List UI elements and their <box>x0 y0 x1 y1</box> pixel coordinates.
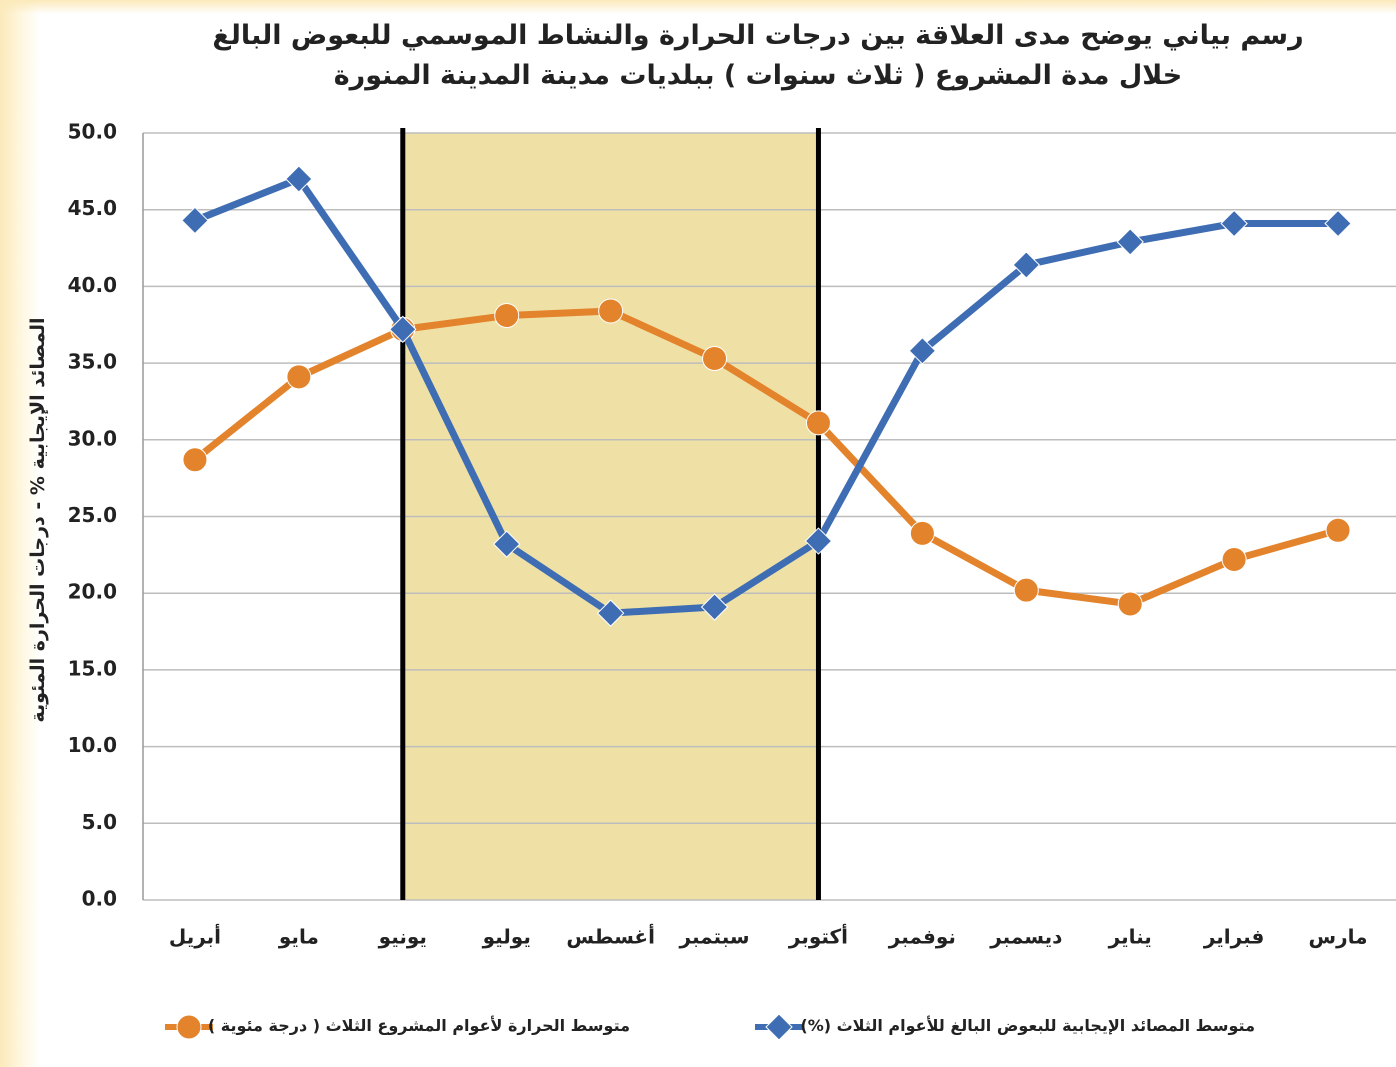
data-point <box>181 206 209 235</box>
y-tick-label: 40.0 <box>68 273 117 297</box>
legend-label: متوسط الحرارة لأعوام المشروع الثلاث ( در… <box>207 1016 630 1035</box>
data-point <box>1116 228 1144 256</box>
x-tick-label: فبراير <box>1203 925 1265 949</box>
x-tick-label: مارس <box>1309 925 1368 949</box>
x-tick-label: ديسمبر <box>989 925 1062 949</box>
data-point <box>176 1014 202 1040</box>
data-point <box>493 530 521 558</box>
x-tick-label: مايو <box>278 925 319 949</box>
legend-label: متوسط المصائد الإيجابية للبعوض البالغ لل… <box>800 1016 1255 1035</box>
x-tick-label: أبريل <box>169 923 221 949</box>
data-point <box>805 410 831 436</box>
data-point <box>908 337 937 365</box>
y-tick-label: 5.0 <box>82 810 117 834</box>
y-tick-label: 30.0 <box>68 426 117 450</box>
y-tick-label: 35.0 <box>68 350 117 374</box>
data-point <box>1221 546 1247 572</box>
data-point <box>909 520 935 546</box>
y-tick-label: 20.0 <box>68 580 117 604</box>
x-tick-label: أكتوبر <box>788 923 848 949</box>
data-point <box>1117 591 1143 617</box>
y-tick-label: 50.0 <box>68 120 117 144</box>
chart-title: رسم بياني يوضح مدى العلاقة بين درجات الح… <box>212 20 1304 51</box>
y-tick-label: 10.0 <box>68 733 117 757</box>
data-point <box>1013 577 1039 603</box>
data-point <box>1220 209 1248 238</box>
x-tick-label: أغسطس <box>566 923 655 949</box>
data-point <box>804 527 833 555</box>
y-tick-label: 25.0 <box>68 503 117 527</box>
y-tick-label: 45.0 <box>68 196 117 220</box>
data-point <box>598 298 624 324</box>
data-point <box>1325 517 1351 543</box>
x-tick-label: سبتمبر <box>679 925 750 949</box>
series-line <box>192 307 1339 608</box>
data-point <box>389 315 417 344</box>
data-point <box>702 345 728 371</box>
data-point <box>285 165 313 193</box>
data-point <box>1012 251 1040 279</box>
data-point <box>1324 209 1352 238</box>
x-tick-label: يونيو <box>378 925 427 949</box>
data-point <box>596 599 625 627</box>
x-tick-label: نوفمبر <box>888 925 956 949</box>
y-tick-label: 15.0 <box>68 656 117 680</box>
y-tick-label: 0.0 <box>82 887 117 911</box>
x-tick-label: يوليو <box>482 925 531 949</box>
chart-subtitle: خلال مدة المشروع ( ثلاث سنوات ) ببلديات … <box>333 60 1183 91</box>
data-point <box>182 447 208 473</box>
data-point <box>700 593 729 621</box>
data-point <box>494 303 520 329</box>
data-point <box>765 1013 793 1041</box>
data-point <box>286 364 312 390</box>
series-line <box>193 175 1339 617</box>
x-tick-label: يناير <box>1108 925 1152 949</box>
